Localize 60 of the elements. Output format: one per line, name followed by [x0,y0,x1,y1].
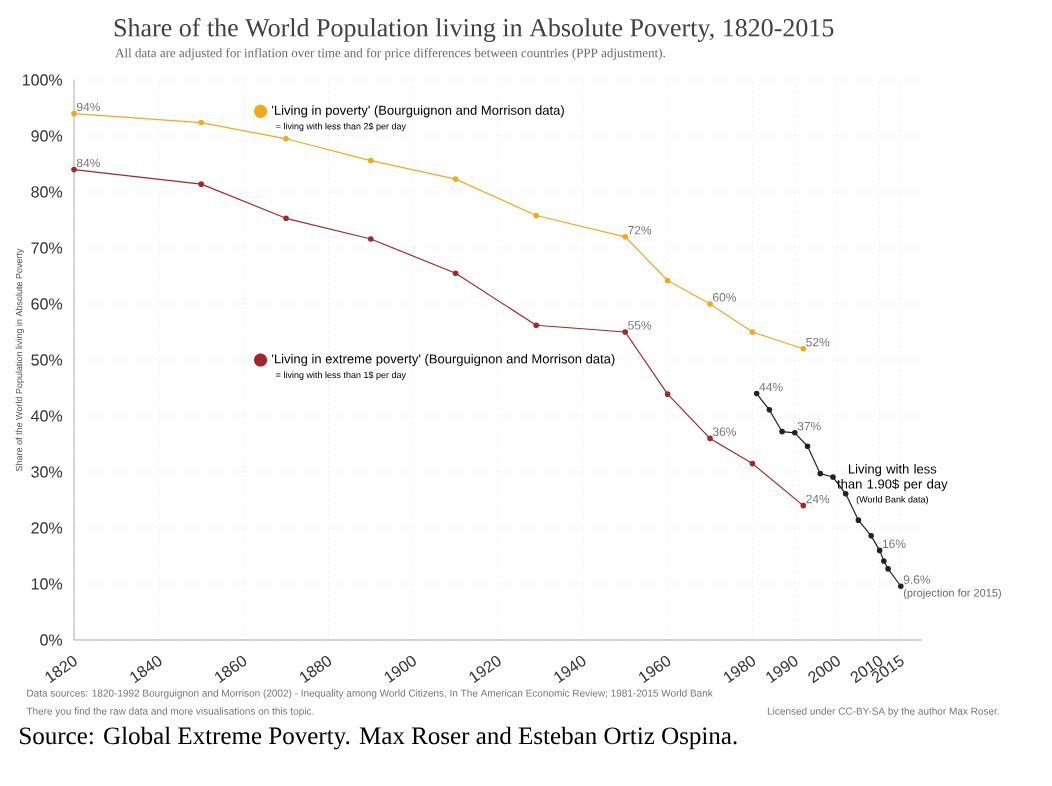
point [664,277,671,284]
x-tick-label: 1880 [299,655,332,683]
point [622,234,629,240]
y-tick-label: 50% [31,354,63,366]
source-note: Source: Global Extreme Poverty. Max Roser and Esteban Ortiz Ospina. [20,726,737,750]
x-tick-label: 1960 [639,655,671,683]
y-tick-label: 30% [31,466,63,478]
y-tick-label: 20% [31,522,63,534]
y-tick-label: 90% [31,130,63,142]
point [71,110,77,117]
point [198,181,204,187]
point [664,391,671,397]
point [283,135,289,142]
point [283,215,289,222]
point [842,491,849,497]
point [766,407,773,413]
x-tick-label: 1820 [45,655,77,683]
chart-title: Share of the World Population living in Absolute Poverty, 1820-2015 [114,18,834,42]
point [452,270,459,276]
point [749,460,756,467]
point [368,236,374,242]
point [885,566,891,572]
point [876,547,883,554]
point [622,329,629,335]
point [753,390,760,397]
point [792,430,798,436]
x-tick-label: 1940 [554,655,586,683]
point [830,474,836,480]
point [198,119,204,126]
y-tick-label: 70% [31,242,63,254]
point [804,443,811,450]
point [533,212,539,219]
point [452,176,459,182]
x-tick-label: 1860 [215,655,247,683]
point [779,428,785,435]
point [898,583,904,590]
point [868,533,874,539]
y-tick-label: 100% [22,74,63,86]
x-tick-label: 2000 [808,655,840,684]
point [881,558,887,564]
y-tick-label: 60% [31,298,63,310]
point [71,166,77,173]
point [368,157,374,164]
x-tick-label: 1980 [723,655,756,683]
x-tick-label: 1920 [469,655,501,683]
y-tick-label: 10% [31,578,63,590]
point [800,345,807,352]
point [855,517,862,523]
y-tick-label: 0% [40,634,63,646]
point [707,301,713,307]
y-tick-label: 40% [31,410,63,422]
x-tick-label: 1840 [130,655,162,683]
point [533,322,539,329]
point [800,502,807,509]
x-tick-label: 1900 [384,655,416,683]
point [707,435,713,442]
y-tick-label: 80% [31,186,63,198]
point [749,329,756,335]
x-tick-label: 1990 [766,655,798,683]
point [817,470,824,477]
